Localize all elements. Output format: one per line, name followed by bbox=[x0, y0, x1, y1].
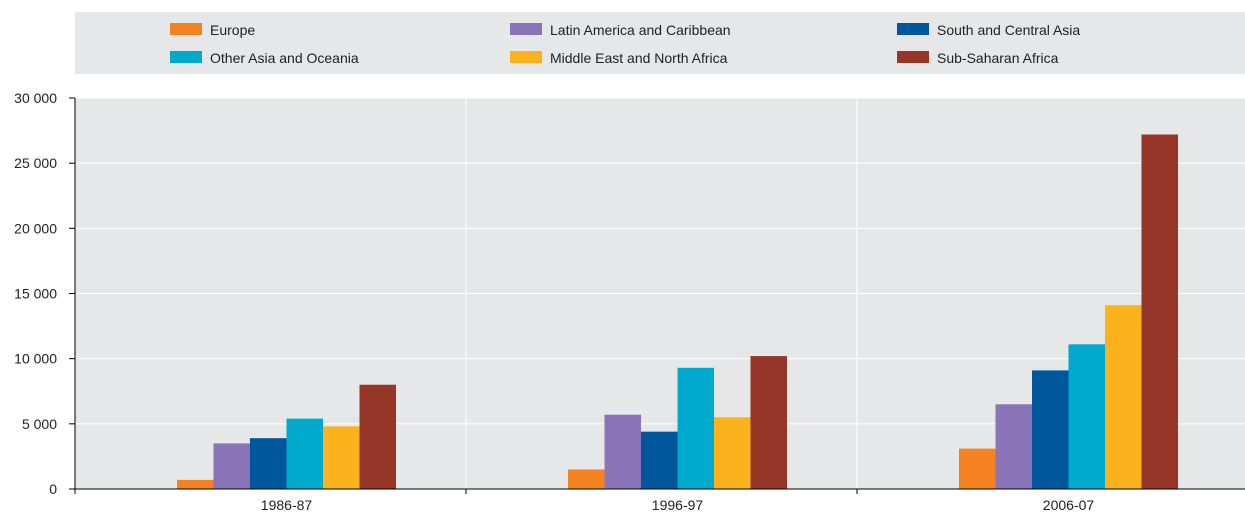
legend-swatch bbox=[170, 23, 202, 35]
legend-swatch bbox=[510, 23, 542, 35]
legend-label: Latin America and Caribbean bbox=[550, 22, 731, 38]
legend-swatch bbox=[170, 51, 202, 63]
bar bbox=[1105, 305, 1142, 489]
y-tick-label: 0 bbox=[49, 481, 57, 497]
bar bbox=[1068, 344, 1105, 489]
bar bbox=[286, 418, 323, 489]
y-axis-ticks: 0 5 000 10 000 15 000 20 000 25 000 30 000 bbox=[14, 90, 75, 497]
legend-background bbox=[75, 12, 1245, 74]
bar bbox=[213, 443, 250, 489]
bar bbox=[177, 479, 214, 489]
legend-label: Europe bbox=[210, 22, 255, 38]
legend-swatch bbox=[897, 51, 929, 63]
bar bbox=[323, 426, 360, 489]
legend: Europe Latin America and Caribbean South a… bbox=[170, 22, 1080, 66]
legend-label: Sub-Saharan Africa bbox=[937, 50, 1059, 66]
y-tick-label: 15 000 bbox=[14, 286, 57, 302]
bar bbox=[750, 356, 787, 489]
x-axis-ticks: 1986-87 1996-97 2006-07 bbox=[74, 489, 1095, 513]
legend-label: Middle East and North Africa bbox=[550, 50, 728, 66]
bar bbox=[1141, 134, 1178, 489]
bar bbox=[359, 384, 396, 489]
x-tick-label: 2006-07 bbox=[1043, 497, 1095, 513]
y-tick-label: 20 000 bbox=[14, 220, 57, 236]
y-tick-label: 10 000 bbox=[14, 351, 57, 367]
x-tick-label: 1996-97 bbox=[652, 497, 704, 513]
legend-label: Other Asia and Oceania bbox=[210, 50, 359, 66]
bar bbox=[959, 448, 996, 489]
bar bbox=[568, 469, 605, 489]
legend-swatch bbox=[897, 23, 929, 35]
legend-swatch bbox=[510, 51, 542, 63]
bar bbox=[1032, 370, 1069, 489]
bar bbox=[250, 438, 287, 489]
bar bbox=[641, 431, 678, 489]
x-tick-label: 1986-87 bbox=[261, 497, 313, 513]
bars bbox=[177, 134, 1178, 489]
y-tick-label: 5 000 bbox=[22, 416, 57, 432]
bar bbox=[677, 367, 714, 489]
bar bbox=[995, 404, 1032, 489]
bar bbox=[714, 417, 751, 489]
bar bbox=[604, 414, 641, 489]
y-tick-label: 30 000 bbox=[14, 90, 57, 106]
legend-label: South and Central Asia bbox=[937, 22, 1080, 38]
y-tick-label: 25 000 bbox=[14, 155, 57, 171]
